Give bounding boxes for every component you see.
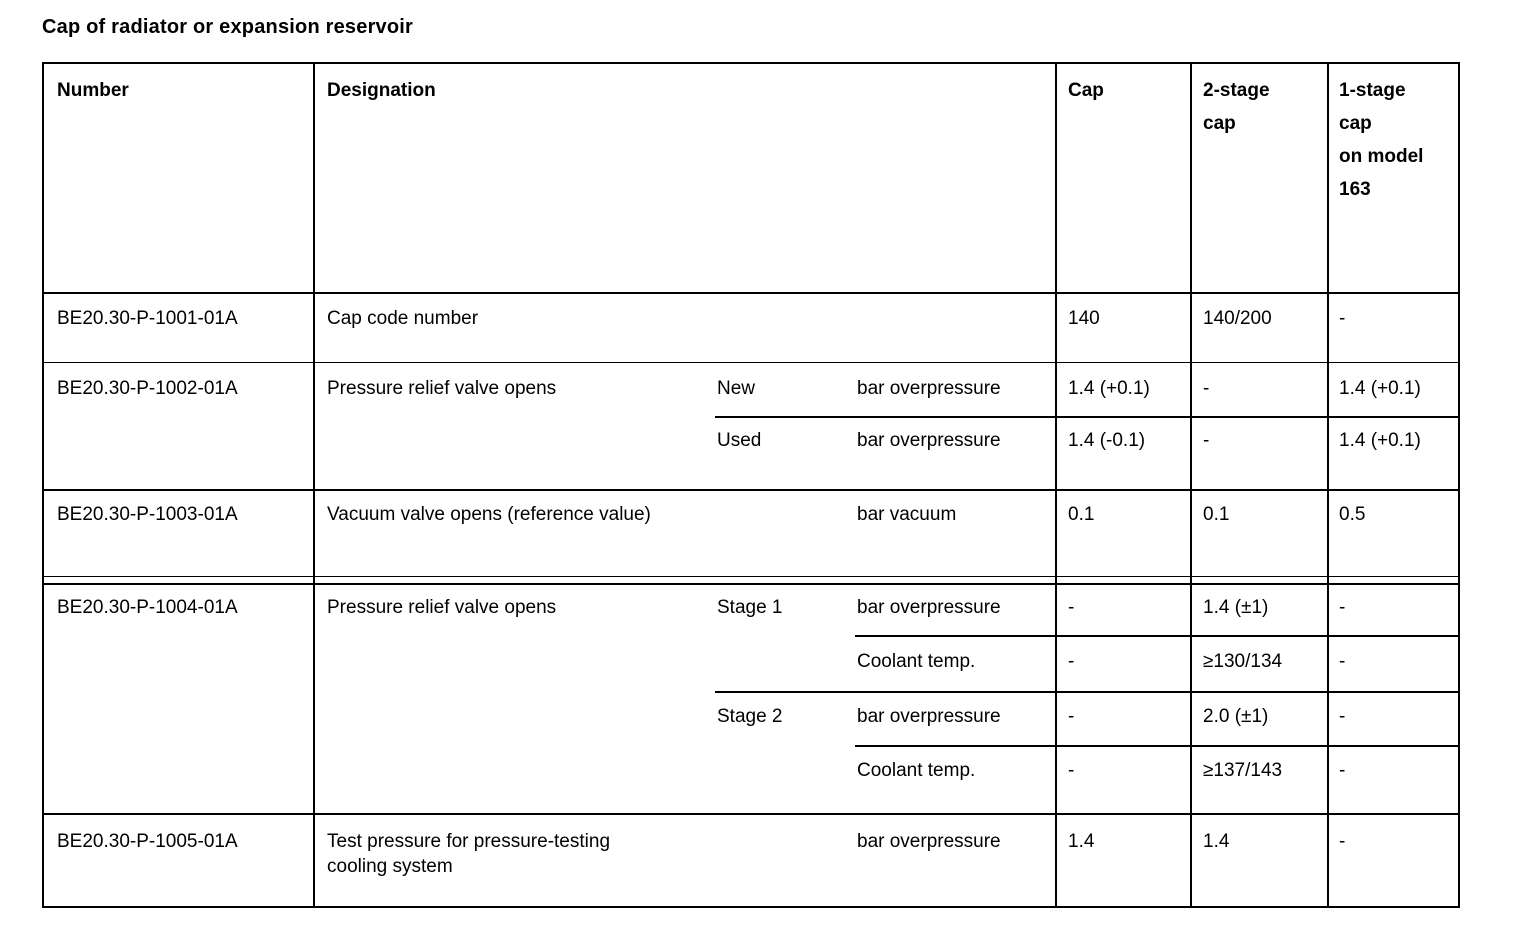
table-hline-row1-bottom xyxy=(44,362,1458,363)
cell-2stage-cap: - xyxy=(1203,378,1210,399)
table-vline-cap-2stage xyxy=(1190,64,1192,906)
table-hline-stage1-coolant-separator xyxy=(855,635,1458,637)
table-vline-designation-cap xyxy=(1055,64,1057,906)
cell-1stage-cap: - xyxy=(1339,597,1346,618)
cell-cap: - xyxy=(1068,651,1075,672)
cell-unit: bar overpressure xyxy=(857,831,1001,852)
cell-cap: 1.4 xyxy=(1068,831,1095,852)
col-header-1stage-cap: 1-stage cap on model 163 xyxy=(1339,80,1424,200)
cell-1stage-cap: - xyxy=(1339,706,1346,727)
cell-unit: bar overpressure xyxy=(857,430,1001,451)
cell-2stage-cap: - xyxy=(1203,430,1210,451)
cell-designation: Vacuum valve opens (reference value) xyxy=(327,504,651,525)
cell-2stage-cap: 1.4 (±1) xyxy=(1203,597,1269,618)
cell-designation: Cap code number xyxy=(327,308,479,329)
table-hline-row4-bottom xyxy=(44,813,1458,815)
cell-2stage-cap: 1.4 xyxy=(1203,831,1230,852)
cell-1stage-cap: 0.5 xyxy=(1339,504,1366,525)
cell-2stage-cap: 2.0 (±1) xyxy=(1203,706,1269,727)
table-hline-row3-bottom-thin xyxy=(44,576,1458,577)
cell-designation: Pressure relief valve opens xyxy=(327,597,557,618)
cell-1stage-cap: - xyxy=(1339,651,1346,672)
cell-number: BE20.30-P-1004-01A xyxy=(57,597,238,618)
cell-number: BE20.30-P-1002-01A xyxy=(57,378,238,399)
col-header-designation: Designation xyxy=(327,80,436,101)
cell-unit: bar overpressure xyxy=(857,378,1001,399)
cell-cap: 0.1 xyxy=(1068,504,1095,525)
cell-unit: Coolant temp. xyxy=(857,760,976,781)
table-hline-row3-bottom-thick xyxy=(44,583,1458,585)
table-hline-row2-bottom xyxy=(44,489,1458,491)
cell-2stage-cap: ≥137/143 xyxy=(1203,760,1283,781)
cell-2stage-cap: ≥130/134 xyxy=(1203,651,1283,672)
table-hline-new-used-separator xyxy=(715,416,1458,418)
cell-designation: Pressure relief valve opens xyxy=(327,378,557,399)
cell-cap: 1.4 (-0.1) xyxy=(1068,430,1146,451)
cell-cap: - xyxy=(1068,597,1075,618)
table-vline-2stage-1stage xyxy=(1327,64,1329,906)
cell-condition: Stage 2 xyxy=(717,706,783,727)
cell-1stage-cap: 1.4 (+0.1) xyxy=(1339,430,1421,451)
cell-2stage-cap: 0.1 xyxy=(1203,504,1230,525)
cell-condition: Used xyxy=(717,430,762,451)
page-title: Cap of radiator or expansion reservoir xyxy=(42,16,414,38)
table-hline-header-bottom xyxy=(44,292,1458,294)
col-header-number: Number xyxy=(57,80,129,101)
cell-1stage-cap: 1.4 (+0.1) xyxy=(1339,378,1421,399)
cell-cap: 1.4 (+0.1) xyxy=(1068,378,1150,399)
cell-cap: - xyxy=(1068,760,1075,781)
table-vline-number-designation xyxy=(313,64,315,906)
cell-unit: Coolant temp. xyxy=(857,651,976,672)
cell-cap: 140 xyxy=(1068,308,1100,329)
cell-cap: - xyxy=(1068,706,1075,727)
cell-2stage-cap: 140/200 xyxy=(1203,308,1272,329)
cell-condition: Stage 1 xyxy=(717,597,783,618)
cell-number: BE20.30-P-1003-01A xyxy=(57,504,238,525)
col-header-2stage-cap: 2-stage cap xyxy=(1203,80,1270,134)
cell-unit: bar overpressure xyxy=(857,706,1001,727)
radiator-cap-spec-table: Number Designation Cap 2-stage cap 1-sta… xyxy=(42,62,1460,908)
col-header-cap: Cap xyxy=(1068,80,1104,101)
cell-designation: Test pressure for pressure-testing cooli… xyxy=(327,831,611,877)
cell-unit: bar overpressure xyxy=(857,597,1001,618)
cell-1stage-cap: - xyxy=(1339,308,1346,329)
table-hline-stage2-coolant-separator xyxy=(855,745,1458,747)
cell-1stage-cap: - xyxy=(1339,760,1346,781)
cell-condition: New xyxy=(717,378,756,399)
cell-number: BE20.30-P-1001-01A xyxy=(57,308,238,329)
table-hline-stage1-stage2-separator xyxy=(715,691,1458,693)
cell-number: BE20.30-P-1005-01A xyxy=(57,831,238,852)
cell-unit: bar vacuum xyxy=(857,504,957,525)
cell-1stage-cap: - xyxy=(1339,831,1346,852)
